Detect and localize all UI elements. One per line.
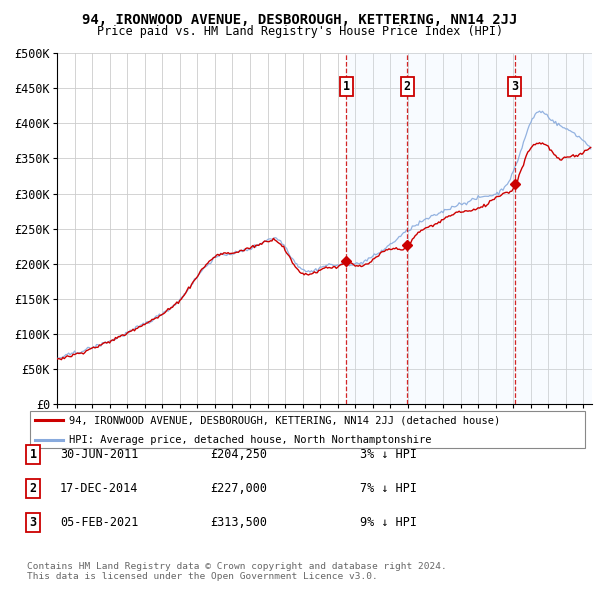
Text: 7% ↓ HPI: 7% ↓ HPI bbox=[360, 482, 417, 495]
Text: 17-DEC-2014: 17-DEC-2014 bbox=[60, 482, 139, 495]
Text: 9% ↓ HPI: 9% ↓ HPI bbox=[360, 516, 417, 529]
Text: 94, IRONWOOD AVENUE, DESBOROUGH, KETTERING, NN14 2JJ: 94, IRONWOOD AVENUE, DESBOROUGH, KETTERI… bbox=[82, 13, 518, 27]
Text: HPI: Average price, detached house, North Northamptonshire: HPI: Average price, detached house, Nort… bbox=[69, 435, 431, 444]
Text: 94, IRONWOOD AVENUE, DESBOROUGH, KETTERING, NN14 2JJ (detached house): 94, IRONWOOD AVENUE, DESBOROUGH, KETTERI… bbox=[69, 415, 500, 425]
Text: 2: 2 bbox=[29, 482, 37, 495]
Bar bbox=[346, 53, 592, 404]
Text: 2: 2 bbox=[404, 80, 411, 93]
Text: 1: 1 bbox=[29, 448, 37, 461]
Text: 1: 1 bbox=[343, 80, 350, 93]
Text: 30-JUN-2011: 30-JUN-2011 bbox=[60, 448, 139, 461]
Text: 3: 3 bbox=[29, 516, 37, 529]
Text: £204,250: £204,250 bbox=[210, 448, 267, 461]
Text: Contains HM Land Registry data © Crown copyright and database right 2024.: Contains HM Land Registry data © Crown c… bbox=[27, 562, 447, 571]
Text: 3% ↓ HPI: 3% ↓ HPI bbox=[360, 448, 417, 461]
Text: £313,500: £313,500 bbox=[210, 516, 267, 529]
Text: 05-FEB-2021: 05-FEB-2021 bbox=[60, 516, 139, 529]
FancyBboxPatch shape bbox=[30, 411, 585, 448]
Text: 3: 3 bbox=[511, 80, 518, 93]
Text: This data is licensed under the Open Government Licence v3.0.: This data is licensed under the Open Gov… bbox=[27, 572, 378, 581]
Text: Price paid vs. HM Land Registry's House Price Index (HPI): Price paid vs. HM Land Registry's House … bbox=[97, 25, 503, 38]
Text: £227,000: £227,000 bbox=[210, 482, 267, 495]
